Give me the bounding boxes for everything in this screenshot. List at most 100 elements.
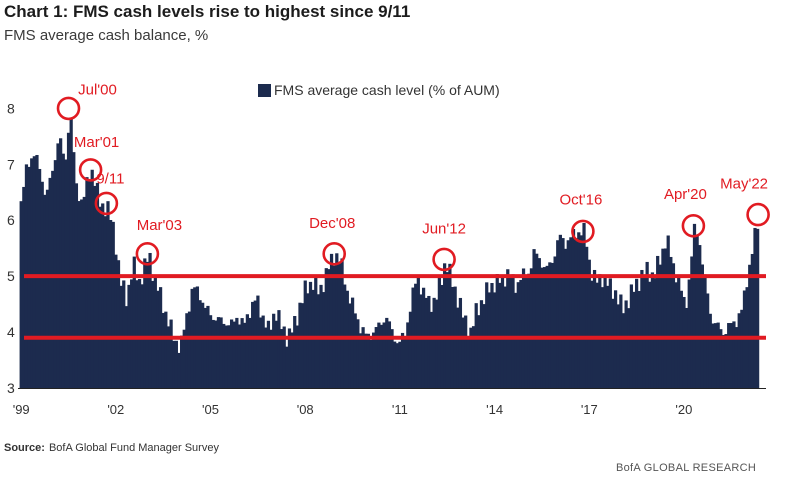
bar — [500, 276, 505, 388]
bar — [732, 321, 736, 388]
bar — [574, 238, 578, 388]
bar — [398, 341, 402, 388]
bar — [148, 252, 152, 388]
bar — [508, 275, 513, 388]
source-text: BofA Global Fund Manager Survey — [48, 442, 219, 454]
bar — [151, 280, 155, 388]
bar — [143, 258, 147, 388]
bar — [66, 132, 71, 388]
bar — [316, 294, 321, 388]
annotation-circle — [746, 202, 770, 227]
bar — [177, 352, 181, 388]
bar — [295, 325, 299, 388]
y-tick-label: 3 — [7, 380, 15, 396]
bar — [490, 283, 494, 388]
y-tick-label: 6 — [7, 212, 15, 228]
bar — [669, 256, 673, 388]
bar — [364, 333, 368, 388]
bar — [556, 240, 560, 388]
bar — [713, 323, 718, 388]
chart-subtitle: FMS average cash balance, % — [4, 27, 209, 44]
bar — [95, 182, 100, 388]
bar — [535, 253, 539, 388]
bar — [458, 297, 463, 388]
bar — [30, 158, 34, 388]
bar — [569, 237, 573, 388]
bar — [406, 322, 410, 388]
bar — [211, 319, 215, 388]
bar — [698, 245, 702, 388]
bar — [590, 280, 594, 388]
bar — [103, 216, 107, 388]
bar — [382, 322, 386, 388]
bar — [750, 253, 754, 388]
bar — [719, 329, 723, 388]
bar — [516, 282, 520, 388]
bar — [645, 261, 649, 388]
bar — [727, 323, 731, 388]
bar — [308, 281, 313, 388]
bar — [506, 269, 510, 388]
bar — [721, 334, 726, 388]
bar — [51, 170, 55, 388]
bar — [514, 292, 518, 388]
bar — [700, 264, 704, 388]
bar — [90, 169, 94, 388]
bar — [85, 177, 89, 388]
bar — [548, 262, 552, 388]
bar — [466, 338, 470, 388]
bar — [348, 303, 352, 388]
bar — [358, 333, 363, 388]
x-tick-label: '02 — [107, 402, 124, 417]
bar — [269, 329, 273, 388]
y-tick-label: 7 — [7, 156, 15, 172]
bar — [519, 279, 523, 388]
bar — [298, 302, 302, 388]
bar — [393, 341, 397, 388]
bar — [327, 269, 331, 388]
x-tick-label: '11 — [392, 402, 408, 417]
bar — [243, 322, 247, 388]
bar — [153, 276, 157, 388]
bar — [93, 185, 97, 388]
bar — [264, 327, 268, 388]
bar — [74, 183, 79, 388]
bar — [595, 282, 599, 388]
bar — [361, 327, 365, 388]
bar — [658, 264, 662, 388]
bar — [43, 194, 47, 388]
bar — [98, 206, 102, 388]
bar — [400, 332, 405, 388]
bar — [756, 228, 760, 388]
bar — [116, 260, 121, 388]
bar — [45, 189, 50, 388]
bar — [479, 300, 484, 388]
bar — [737, 313, 741, 388]
legend-label: FMS average cash level (% of AUM) — [274, 82, 500, 98]
bar — [337, 263, 342, 388]
bar — [182, 329, 186, 388]
x-tick-label: '08 — [297, 402, 314, 417]
bar — [603, 274, 607, 388]
annotation-label: Mar'01 — [74, 134, 119, 151]
bar — [277, 310, 281, 388]
bar — [379, 324, 384, 388]
annotation-circle — [681, 214, 706, 238]
bar — [716, 322, 720, 388]
bar — [642, 275, 647, 388]
bar — [571, 229, 576, 388]
bar — [245, 314, 249, 388]
bar — [293, 316, 297, 388]
x-tick-label: '99 — [13, 402, 30, 417]
bar — [395, 343, 399, 388]
bar — [201, 302, 205, 388]
bar — [577, 232, 581, 388]
bar — [261, 315, 265, 388]
legend: FMS average cash level (% of AUM) — [258, 82, 500, 98]
bar — [37, 168, 42, 388]
bar — [40, 181, 44, 388]
bar — [172, 340, 176, 388]
bar — [621, 313, 626, 388]
bar — [540, 267, 544, 388]
